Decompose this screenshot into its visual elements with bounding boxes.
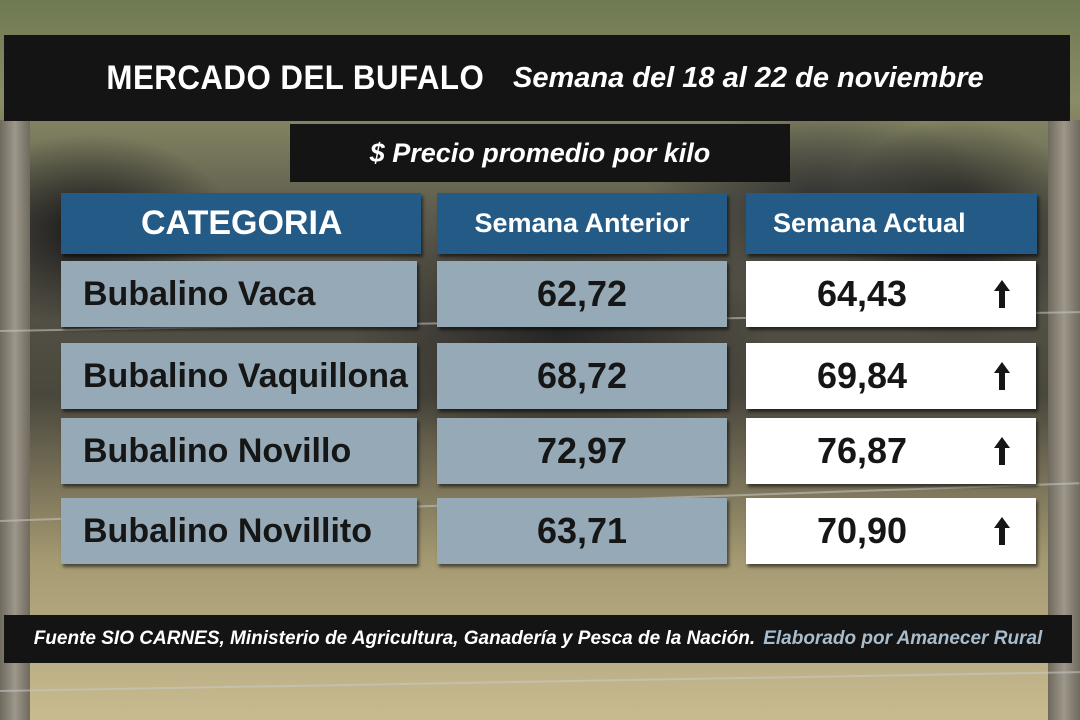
row-3-current-value: 76,87 [816,430,908,471]
unit-banner: $ Precio promedio por kilo [290,124,790,182]
row-4-category: Bubalino Novillito [61,498,417,564]
row-3-category: Bubalino Novillo [61,418,417,484]
row-2-category: Bubalino Vaquillona [61,343,417,409]
column-header-previous-week: Semana Anterior [437,193,727,254]
arrow-up-icon [994,517,1010,545]
unit-label: $ Precio promedio por kilo [369,137,711,168]
source-text: Fuente SIO CARNES, Ministerio de Agricul… [33,628,756,649]
page-title: MERCADO DEL BUFALO [106,58,485,97]
row-4-current-cell: 70,90 [746,498,1036,564]
row-2-previous-value: 68,72 [437,343,727,409]
arrow-up-icon [994,437,1010,465]
column-header-category: CATEGORIA [61,193,421,254]
credit-text: Elaborado por Amanecer Rural [763,628,1043,649]
row-1-current-value: 64,43 [816,273,908,314]
week-subtitle: Semana del 18 al 22 de noviembre [513,61,984,94]
row-1-current-cell: 64,43 [746,261,1036,327]
row-2-current-value: 69,84 [816,355,908,396]
row-3-previous-value: 72,97 [437,418,727,484]
row-2-current-cell: 69,84 [746,343,1036,409]
row-4-previous-value: 63,71 [437,498,727,564]
arrow-up-icon [994,362,1010,390]
source-footer: Fuente SIO CARNES, Ministerio de Agricul… [4,615,1072,663]
column-header-current-week: Semana Actual [746,193,1037,254]
row-1-previous-value: 62,72 [437,261,727,327]
arrow-up-icon [994,280,1010,308]
row-1-category: Bubalino Vaca [61,261,417,327]
row-3-current-cell: 76,87 [746,418,1036,484]
row-4-current-value: 70,90 [816,510,908,551]
title-banner: MERCADO DEL BUFALO Semana del 18 al 22 d… [4,35,1070,121]
